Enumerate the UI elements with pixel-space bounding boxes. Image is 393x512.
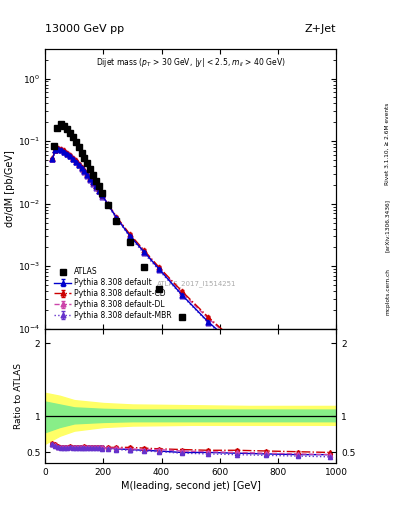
Legend: ATLAS, Pythia 8.308 default, Pythia 8.308 default-CD, Pythia 8.308 default-DL, P: ATLAS, Pythia 8.308 default, Pythia 8.30… — [52, 265, 174, 322]
ATLAS — [127, 240, 132, 246]
ATLAS — [105, 202, 110, 208]
ATLAS — [328, 466, 332, 472]
Line: ATLAS: ATLAS — [50, 121, 334, 472]
ATLAS — [85, 160, 90, 166]
Text: Rivet 3.1.10, ≥ 2.6M events: Rivet 3.1.10, ≥ 2.6M events — [385, 102, 390, 184]
ATLAS — [62, 123, 66, 129]
ATLAS — [68, 130, 72, 136]
Text: 13000 GeV pp: 13000 GeV pp — [45, 24, 124, 34]
ATLAS — [55, 125, 59, 132]
Text: mcplots.cern.ch: mcplots.cern.ch — [385, 268, 390, 315]
ATLAS — [73, 139, 78, 145]
ATLAS — [79, 150, 84, 156]
ATLAS — [114, 219, 119, 225]
ATLAS — [142, 264, 147, 270]
ATLAS — [264, 404, 268, 411]
ATLAS — [99, 189, 104, 196]
ATLAS — [88, 166, 93, 172]
ATLAS — [94, 178, 99, 184]
ATLAS — [59, 121, 64, 127]
Text: Dijet mass ($p_T$ > 30 GeV, $|y|$ < 2.5, $m_{ll}$ > 40 GeV): Dijet mass ($p_T$ > 30 GeV, $|y|$ < 2.5,… — [95, 56, 286, 69]
Text: ATLAS_2017_I1514251: ATLAS_2017_I1514251 — [157, 281, 236, 287]
X-axis label: M(leading, second jet) [GeV]: M(leading, second jet) [GeV] — [121, 481, 261, 492]
ATLAS — [82, 155, 87, 161]
Text: Z+Jet: Z+Jet — [305, 24, 336, 34]
ATLAS — [296, 435, 301, 441]
ATLAS — [235, 372, 239, 378]
ATLAS — [70, 134, 75, 140]
ATLAS — [156, 286, 161, 292]
Text: [arXiv:1306.3436]: [arXiv:1306.3436] — [385, 199, 390, 252]
Y-axis label: dσ/dM [pb/GeV]: dσ/dM [pb/GeV] — [5, 151, 15, 227]
ATLAS — [206, 344, 210, 350]
ATLAS — [91, 172, 95, 178]
ATLAS — [64, 126, 70, 132]
ATLAS — [180, 314, 184, 320]
ATLAS — [76, 144, 81, 151]
ATLAS — [97, 183, 101, 189]
ATLAS — [51, 143, 56, 150]
Y-axis label: Ratio to ATLAS: Ratio to ATLAS — [14, 363, 23, 429]
